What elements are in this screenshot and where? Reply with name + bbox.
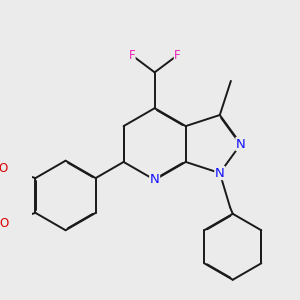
Text: F: F — [128, 49, 135, 62]
Text: N: N — [150, 173, 160, 186]
Text: O: O — [0, 162, 8, 175]
Text: F: F — [174, 49, 181, 62]
Text: O: O — [0, 217, 8, 230]
Text: N: N — [215, 167, 225, 179]
Text: N: N — [236, 137, 246, 151]
